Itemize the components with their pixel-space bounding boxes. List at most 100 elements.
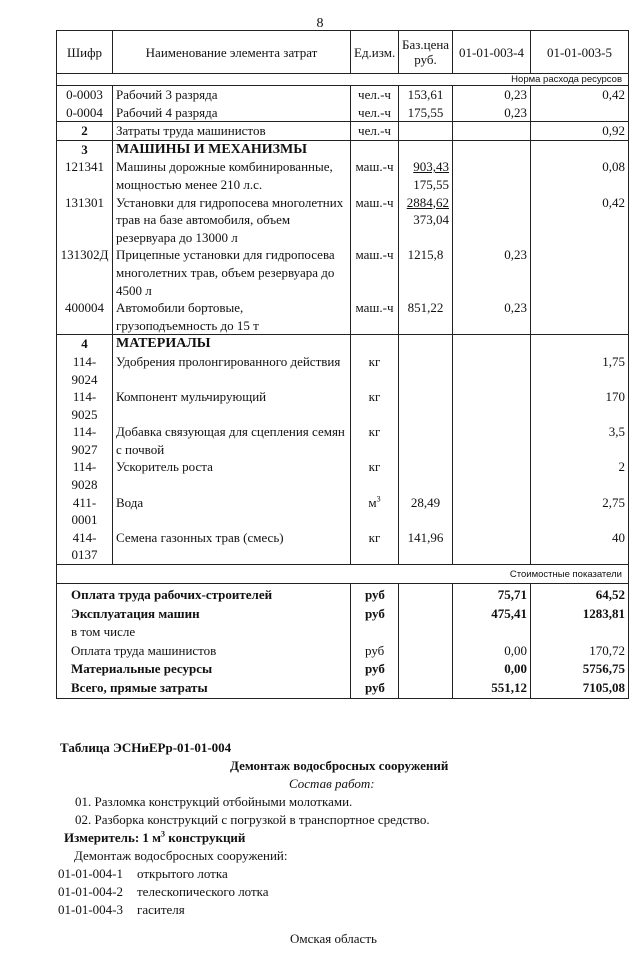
unit-text: чел.-ч xyxy=(358,123,391,139)
row-col5: 0,42 xyxy=(530,193,629,247)
cost-col4 xyxy=(452,623,531,642)
unit-text: кг xyxy=(368,353,381,369)
row-code: 0-0004 xyxy=(56,103,113,122)
step-2: 02. Разборка конструкций с погрузкой в т… xyxy=(75,811,430,827)
meter-sup: 3 xyxy=(161,829,166,839)
cost-col5: 1283,81 xyxy=(530,604,629,624)
row-col4 xyxy=(452,388,531,424)
row-price: 28,49 xyxy=(398,493,453,529)
cost-row: Эксплуатация машин руб 475,41 1283,81 xyxy=(56,604,629,624)
row-col5: 1,75 xyxy=(530,352,629,389)
header-code: Шифр xyxy=(56,30,113,74)
unit-text: кг xyxy=(368,424,381,440)
list-item: 01-01-004-1 открытого лотка xyxy=(0,865,640,883)
unit-sup: 3 xyxy=(376,494,381,504)
cost-price xyxy=(398,679,453,699)
cost-unit: руб xyxy=(350,679,399,699)
row-col5 xyxy=(530,140,629,159)
row-code: 131302Д xyxy=(56,246,113,300)
row-code: 0-0003 xyxy=(56,85,113,104)
cost-name: Оплата труда рабочих-строителей xyxy=(56,583,351,605)
row-unit: кг xyxy=(350,352,399,389)
row-price xyxy=(398,388,453,424)
cost-row: Оплата труда машинистов руб 0,00 170,72 xyxy=(56,641,629,661)
cost-col4: 0,00 xyxy=(452,660,531,679)
list-item: 01-01-004-2 телескопического лотка xyxy=(0,883,640,901)
row-unit: м3 xyxy=(350,493,399,529)
cost-row: Оплата труда рабочих-строителей руб 75,71 6… xyxy=(56,583,629,605)
unit-text: маш.-ч xyxy=(355,247,394,263)
row-price xyxy=(398,352,453,389)
row-col5: 0,42 xyxy=(530,85,629,104)
price-value-secondary: 373,04 xyxy=(413,212,449,228)
meter-label: Измеритель: 1 м xyxy=(64,829,162,845)
item-code: 01-01-004-3 xyxy=(58,901,123,917)
cost-price xyxy=(398,583,453,605)
unit-text: кг xyxy=(368,389,381,405)
row-name: Рабочий 4 разряда xyxy=(112,103,351,122)
list-intro: Демонтаж водосбросных сооружений: xyxy=(74,847,288,863)
row-price: 851,22 xyxy=(398,299,453,335)
row-col5 xyxy=(530,334,629,353)
row-col5: 2,75 xyxy=(530,493,629,529)
header-unit: Ед.изм. xyxy=(350,30,399,74)
row-col5: 2 xyxy=(530,458,629,494)
row-name: Прицепные установки для гидропосева мног… xyxy=(112,246,351,300)
price-value: 28,49 xyxy=(410,494,441,510)
item-label: открытого лотка xyxy=(137,865,228,881)
resource-table: Шифр Наименование элемента затрат Ед.изм… xyxy=(56,30,629,699)
row-name: Машины дорожные комбинированные, мощност… xyxy=(112,158,351,194)
cost-col5: 64,52 xyxy=(530,583,629,605)
cost-col4: 0,00 xyxy=(452,641,531,661)
row-price: 1215,8 xyxy=(398,246,453,300)
row-code: 114-9027 xyxy=(56,423,113,459)
item-code: 01-01-004-1 xyxy=(58,865,123,881)
section-heading: Демонтаж водосбросных сооружений xyxy=(230,757,449,773)
row-unit: кг xyxy=(350,388,399,424)
unit-text: кг xyxy=(368,459,381,475)
row-name: Вода xyxy=(112,493,351,529)
table-row: 2 Затраты труда машинистов чел.-ч 0,92 xyxy=(56,121,629,141)
cost-col4: 551,12 xyxy=(452,679,531,699)
price-value: 851,22 xyxy=(407,300,444,316)
cost-price xyxy=(398,660,453,679)
row-code: 114-9028 xyxy=(56,458,113,494)
cost-name: в том числе xyxy=(56,623,351,642)
table-row: 114-9025 Компонент мульчирующий кг 170 xyxy=(56,388,629,424)
unit-text: маш.-ч xyxy=(355,159,394,175)
table-row: 131302Д Прицепные установки для гидропосе… xyxy=(56,246,629,300)
row-unit: маш.-ч xyxy=(350,246,399,300)
row-price xyxy=(398,121,453,141)
cost-name: Оплата труда машинистов xyxy=(56,641,351,661)
cost-unit xyxy=(350,623,399,642)
page-number: 8 xyxy=(316,16,324,31)
item-label: гасителя xyxy=(137,901,185,917)
cost-unit: руб xyxy=(350,660,399,679)
table-row: 131301 Установки для гидропосева многолет… xyxy=(56,193,629,247)
row-col5: 3,5 xyxy=(530,423,629,459)
table-header: Шифр Наименование элемента затрат Ед.изм… xyxy=(56,30,629,74)
row-col5 xyxy=(530,246,629,300)
cost-col4: 475,41 xyxy=(452,604,531,624)
row-price: 141,96 xyxy=(398,528,453,565)
price-value: 2884,62 xyxy=(406,194,449,210)
cost-price xyxy=(398,623,453,642)
row-col4 xyxy=(452,193,531,247)
row-col4 xyxy=(452,493,531,529)
cost-row: Всего, прямые затраты руб 551,12 7105,08 xyxy=(56,679,629,699)
row-price: 175,55 xyxy=(398,103,453,122)
table-row: 3 МАШИНЫ И МЕХАНИЗМЫ xyxy=(56,140,629,159)
row-price: 2884,62 373,04 xyxy=(398,193,453,247)
row-price xyxy=(398,423,453,459)
cost-col4: 75,71 xyxy=(452,583,531,605)
row-col5: 0,08 xyxy=(530,158,629,194)
row-price xyxy=(398,140,453,159)
cost-col5 xyxy=(530,623,629,642)
table-row: 414-0137 Семена газонных трав (смесь) кг 14… xyxy=(56,528,629,565)
row-unit: маш.-ч xyxy=(350,193,399,247)
row-code: 400004 xyxy=(56,299,113,335)
header-col4: 01-01-003-4 xyxy=(452,30,531,74)
table-row: 400004 Автомобили бортовые, грузоподъемно… xyxy=(56,299,629,335)
price-value: 1215,8 xyxy=(407,247,444,263)
item-code: 01-01-004-2 xyxy=(58,883,123,899)
